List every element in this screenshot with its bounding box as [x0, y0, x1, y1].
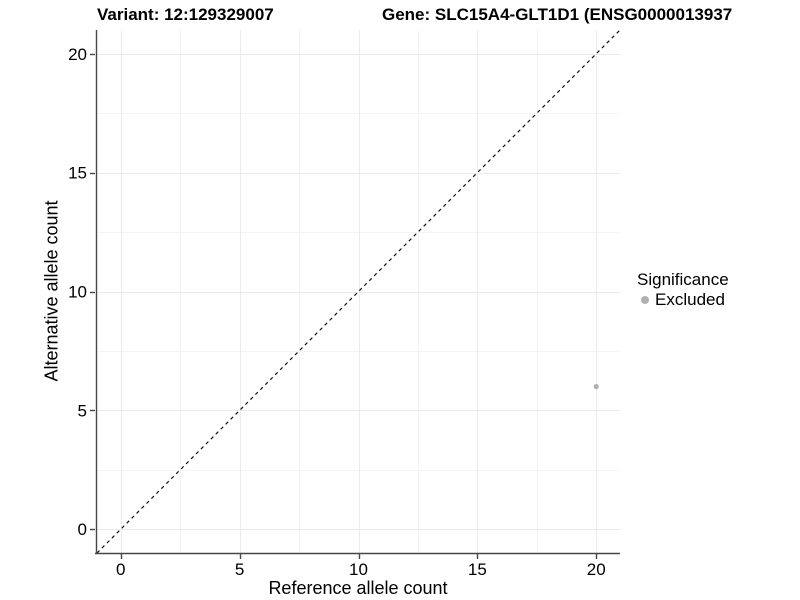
- y-axis-title: Alternative allele count: [41, 200, 62, 382]
- y-tick-label: 20: [68, 45, 87, 64]
- legend-items: Excluded: [637, 290, 729, 310]
- plot-title-gene: Gene: SLC15A4-GLT1D1 (ENSG0000013937: [382, 5, 733, 24]
- legend-item: Excluded: [637, 290, 729, 310]
- x-tick-label: 5: [235, 560, 244, 579]
- identity-reference-line: [96, 29, 621, 554]
- x-axis-title: Reference allele count: [268, 578, 448, 598]
- x-tick-label: 20: [587, 560, 606, 579]
- plot-title-variant: Variant: 12:129329007: [97, 5, 274, 24]
- y-tick-label: 5: [78, 401, 87, 420]
- y-tick-label: 15: [68, 164, 87, 183]
- x-tick-label: 15: [468, 560, 487, 579]
- x-tick-label: 10: [349, 560, 368, 579]
- legend-item-label: Excluded: [655, 290, 725, 309]
- y-tick-label: 0: [78, 520, 87, 539]
- legend-title: Significance: [637, 270, 729, 289]
- data-point: [593, 383, 599, 390]
- y-tick-label: 10: [68, 283, 87, 302]
- legend-point-icon: [641, 296, 649, 304]
- legend: Significance Excluded: [637, 270, 729, 310]
- x-tick-label: 0: [116, 560, 125, 579]
